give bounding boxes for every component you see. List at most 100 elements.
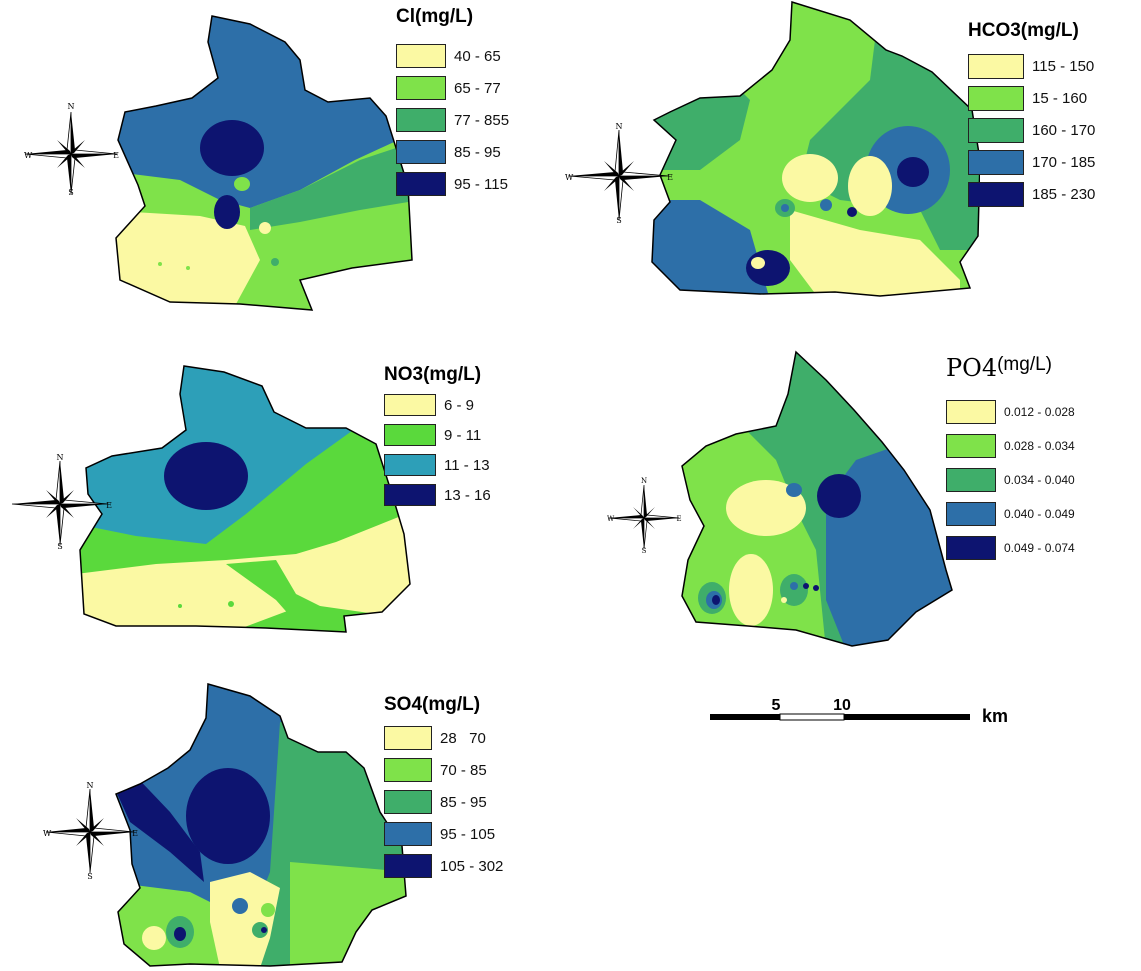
legend-row: 40 - 65 <box>396 44 501 68</box>
legend-label: 105 - 302 <box>440 857 504 875</box>
legend-label: 6 - 9 <box>444 396 475 414</box>
north-arrow-icon: N S E <box>11 453 112 550</box>
legend-swatch <box>396 76 446 100</box>
po4-legend-title-unit: (mg/L) <box>997 354 1052 375</box>
north-arrow-icon: N S E W <box>607 477 682 554</box>
legend-label: 0.012 - 0.028 <box>1004 405 1075 419</box>
legend-swatch <box>396 44 446 68</box>
legend-row: 95 - 115 <box>396 172 508 196</box>
cl-map <box>115 15 413 311</box>
so4-map-panel: N S E W SO4(mg/L) 28 70 70 - 85 85 - 95 … <box>0 660 560 971</box>
north-label: N <box>68 102 75 111</box>
north-arrow-icon: N S E W <box>565 122 673 224</box>
legend-row: 95 - 105 <box>384 822 495 846</box>
po4-legend-title-chem: PO4 <box>946 354 998 382</box>
east-label: E <box>132 829 138 838</box>
legend-label: 185 - 230 <box>1032 186 1096 203</box>
north-label: N <box>87 781 94 790</box>
legend-label: 11 - 13 <box>444 456 490 474</box>
legend-label: 15 - 160 <box>1032 90 1088 107</box>
legend-swatch <box>946 468 996 492</box>
legend-row: 77 - 855 <box>396 108 509 132</box>
west-label: W <box>24 151 33 160</box>
north-label: N <box>641 477 647 485</box>
legend-row: 15 - 160 <box>968 86 1087 111</box>
po4-map-panel: N S E W PO4(mg/L) 0.012 - 0.028 0.028 - … <box>560 340 1141 660</box>
north-arrow-icon: N S E W <box>43 781 138 880</box>
west-label: W <box>607 515 615 523</box>
legend-swatch <box>384 484 436 506</box>
legend-label: 65 - 77 <box>454 79 501 97</box>
south-label: S <box>68 188 73 196</box>
south-label: S <box>87 872 92 880</box>
legend-row: 11 - 13 <box>384 454 490 476</box>
legend-row: 6 - 9 <box>384 394 474 416</box>
legend-row: 105 - 302 <box>384 854 503 878</box>
legend-label: 85 - 95 <box>440 793 487 811</box>
legend-label: 115 - 150 <box>1032 58 1095 75</box>
legend-row: 115 - 150 <box>968 54 1094 79</box>
scale-segment-black-1 <box>710 714 780 720</box>
legend-swatch <box>968 150 1024 175</box>
west-label: W <box>565 173 574 182</box>
legend-label: 77 - 855 <box>454 111 510 129</box>
north-label: N <box>616 122 623 131</box>
no3-legend: NO3(mg/L) 6 - 9 9 - 11 11 - 13 13 - 16 <box>384 364 554 544</box>
legend-row: 65 - 77 <box>396 76 501 100</box>
no3-map <box>79 365 411 633</box>
legend-swatch <box>968 54 1024 79</box>
legend-label: 0.028 - 0.034 <box>1004 439 1075 453</box>
legend-swatch <box>384 822 432 846</box>
south-label: S <box>57 542 62 550</box>
legend-row: 160 - 170 <box>968 118 1095 143</box>
legend-label: 95 - 105 <box>440 825 496 843</box>
legend-swatch <box>396 172 446 196</box>
legend-label: 0.040 - 0.049 <box>1004 507 1075 521</box>
east-label: E <box>113 151 119 160</box>
legend-row: 9 - 11 <box>384 424 481 446</box>
south-label: S <box>642 547 647 554</box>
west-label: W <box>43 829 52 838</box>
legend-label: 40 - 65 <box>454 47 501 65</box>
east-label: E <box>106 501 112 510</box>
scale-unit: km <box>982 706 1008 726</box>
so4-legend-title: SO4(mg/L) <box>384 694 481 715</box>
hco3-legend-title: HCO3(mg/L) <box>968 20 1079 41</box>
legend-row: 13 - 16 <box>384 484 491 506</box>
legend-label: 160 - 170 <box>1032 122 1096 139</box>
legend-row: 185 - 230 <box>968 182 1095 207</box>
so4-map <box>115 683 407 967</box>
po4-map <box>681 350 953 647</box>
scale-segment-black-2 <box>844 714 970 720</box>
legend-row: 0.034 - 0.040 <box>946 468 1075 492</box>
legend-swatch <box>946 536 996 560</box>
north-label: N <box>57 453 64 462</box>
north-arrow-icon: N S E W <box>24 102 119 196</box>
legend-row: 85 - 95 <box>384 790 487 814</box>
cl-legend: Cl(mg/L) 40 - 65 65 - 77 77 - 855 85 - 9… <box>396 6 556 206</box>
scale-tick-1: 5 <box>772 697 781 714</box>
legend-row: 0.049 - 0.074 <box>946 536 1075 560</box>
south-label: S <box>616 216 621 224</box>
hco3-map <box>651 0 980 297</box>
legend-row: 28 70 <box>384 726 486 750</box>
no3-legend-title: NO3(mg/L) <box>384 364 482 385</box>
legend-label: 9 - 11 <box>444 426 482 444</box>
legend-label: 0.049 - 0.074 <box>1004 541 1075 555</box>
legend-swatch <box>968 118 1024 143</box>
legend-row: 170 - 185 <box>968 150 1095 175</box>
legend-swatch <box>968 182 1024 207</box>
scale-tick-2: 10 <box>833 697 851 714</box>
legend-swatch <box>384 726 432 750</box>
so4-legend: SO4(mg/L) 28 70 70 - 85 85 - 95 95 - 105… <box>384 694 554 894</box>
legend-swatch <box>396 108 446 132</box>
po4-legend-title: PO4(mg/L) <box>946 354 1052 382</box>
legend-label: 85 - 95 <box>454 143 501 161</box>
po4-legend: PO4(mg/L) 0.012 - 0.028 0.028 - 0.034 0.… <box>946 354 1136 574</box>
legend-swatch <box>946 400 996 424</box>
hco3-map-panel: N S E W HCO3(mg/L) 115 - 150 15 - 160 16… <box>560 0 1141 320</box>
legend-swatch <box>946 502 996 526</box>
legend-swatch <box>384 790 432 814</box>
cl-map-panel: N S E W Cl(mg/L) 40 - 65 65 - 77 77 - 85… <box>0 0 560 320</box>
legend-label: 95 - 115 <box>454 175 508 193</box>
